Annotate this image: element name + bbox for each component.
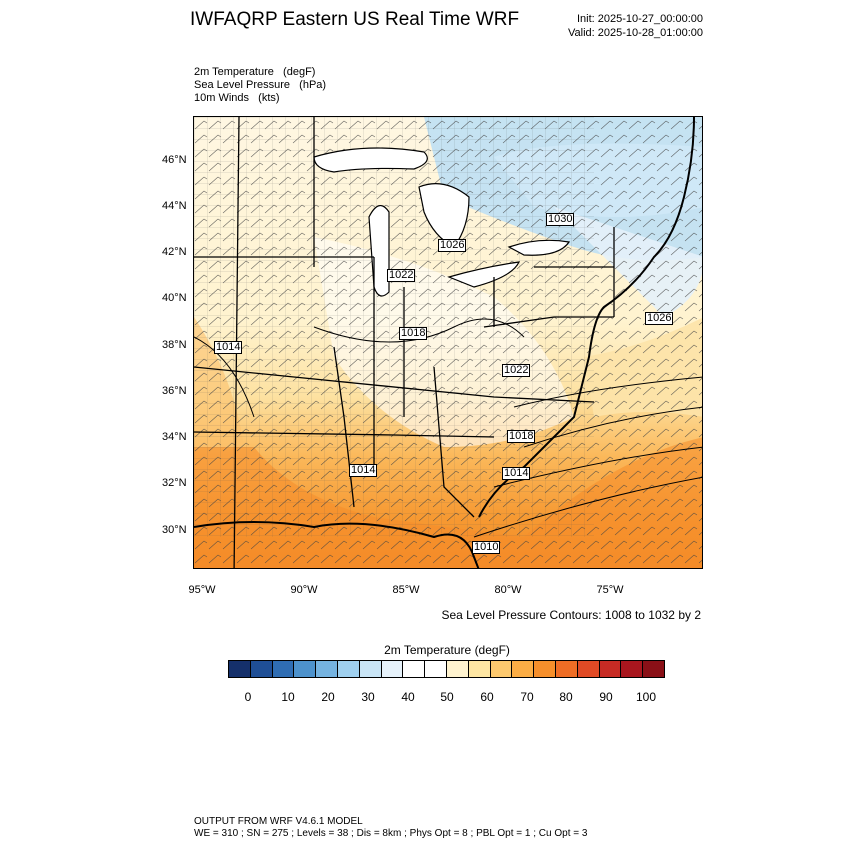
lat-label: 40°N — [162, 292, 187, 304]
colorbar-label: 0 — [244, 690, 252, 704]
contour-note: Sea Level Pressure Contours: 1008 to 103… — [441, 608, 702, 622]
pressure-label: 1014 — [502, 467, 531, 480]
field-pressure: Sea Level Pressure (hPa) — [194, 79, 327, 91]
lon-label: 85°W — [392, 584, 420, 596]
lat-label: 32°N — [162, 477, 187, 489]
colorbar-swatch — [250, 661, 273, 677]
colorbar — [228, 660, 665, 678]
colorbar-label: 10 — [281, 690, 295, 704]
init-time: Init: 2025-10-27_00:00:00 — [577, 13, 703, 25]
lat-label: 30°N — [162, 524, 187, 536]
colorbar-swatch — [621, 661, 644, 677]
lon-label: 95°W — [188, 584, 216, 596]
colorbar-swatch — [359, 661, 382, 677]
colorbar-swatch — [512, 661, 535, 677]
pressure-label: 1018 — [507, 430, 536, 443]
colorbar-swatch — [316, 661, 338, 677]
colorbar-swatch — [446, 661, 469, 677]
colorbar-swatch — [229, 661, 251, 677]
weather-map: 1030 1026 1022 1018 1014 1022 1026 1018 … — [193, 116, 703, 569]
field-wind: 10m Winds (kts) — [194, 92, 280, 104]
colorbar-swatch — [599, 661, 622, 677]
colorbar-swatch — [534, 661, 556, 677]
colorbar-swatch — [294, 661, 317, 677]
colorbar-swatch — [381, 661, 404, 677]
colorbar-label: 100 — [635, 690, 657, 704]
lat-label: 36°N — [162, 385, 187, 397]
colorbar-label: 90 — [599, 690, 613, 704]
colorbar-swatch — [403, 661, 426, 677]
pressure-label: 1026 — [438, 239, 467, 252]
field-temperature: 2m Temperature (degF) — [194, 66, 316, 78]
lon-label: 80°W — [494, 584, 522, 596]
lat-label: 44°N — [162, 200, 187, 212]
colorbar-swatch — [425, 661, 447, 677]
colorbar-swatch — [577, 661, 600, 677]
colorbar-swatch — [490, 661, 513, 677]
lat-label: 38°N — [162, 339, 187, 351]
pressure-label: 1030 — [546, 213, 575, 226]
colorbar-label: 30 — [361, 690, 375, 704]
colorbar-swatch — [643, 661, 664, 677]
pressure-label: 1026 — [645, 312, 674, 325]
colorbar-title: 2m Temperature (degF) — [384, 643, 510, 657]
lat-label: 42°N — [162, 246, 187, 258]
colorbar-label: 70 — [520, 690, 534, 704]
pressure-label: 1022 — [387, 269, 416, 282]
colorbar-label: 20 — [321, 690, 335, 704]
colorbar-label: 40 — [401, 690, 415, 704]
pressure-label: 1014 — [349, 464, 378, 477]
map-graphic — [194, 117, 702, 568]
colorbar-swatch — [468, 661, 491, 677]
colorbar-label: 80 — [559, 690, 573, 704]
footer-config: WE = 310 ; SN = 275 ; Levels = 38 ; Dis … — [194, 828, 588, 839]
colorbar-title-wrap: 2m Temperature (degF) — [0, 643, 850, 657]
lon-label: 90°W — [290, 584, 318, 596]
colorbar-swatch — [337, 661, 360, 677]
colorbar-label: 50 — [440, 690, 454, 704]
lat-label: 34°N — [162, 431, 187, 443]
page-title: IWFAQRP Eastern US Real Time WRF — [190, 9, 520, 30]
pressure-label: 1022 — [502, 364, 531, 377]
valid-time: Valid: 2025-10-28_01:00:00 — [568, 27, 703, 39]
lon-label: 75°W — [596, 584, 624, 596]
footer-model: OUTPUT FROM WRF V4.6.1 MODEL — [194, 816, 363, 827]
colorbar-label: 60 — [480, 690, 494, 704]
pressure-label: 1018 — [399, 327, 428, 340]
pressure-label: 1010 — [472, 541, 501, 554]
colorbar-swatch — [272, 661, 295, 677]
pressure-label: 1014 — [214, 341, 243, 354]
lat-label: 46°N — [162, 154, 187, 166]
colorbar-swatch — [555, 661, 578, 677]
